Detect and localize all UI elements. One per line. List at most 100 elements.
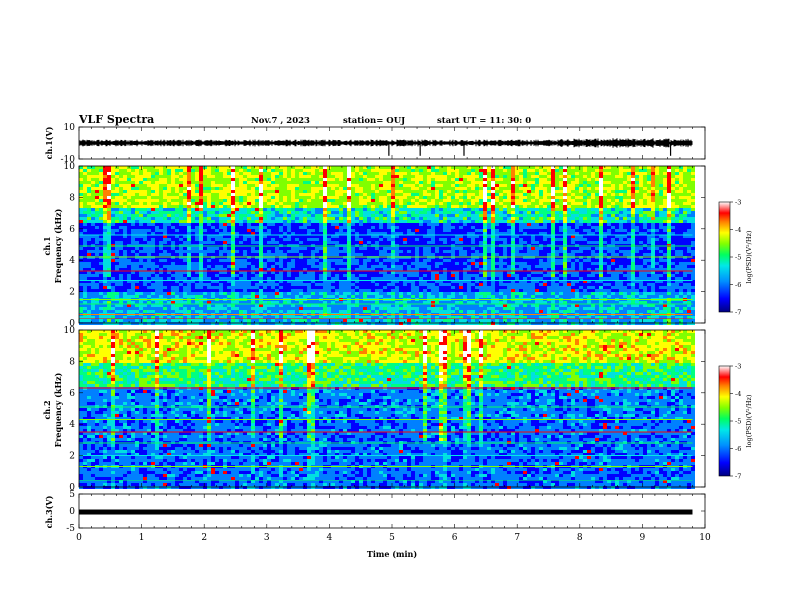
- spectrogram-cell: [79, 223, 83, 226]
- spectrogram-cell: [251, 277, 255, 280]
- spectrogram-cell: [123, 232, 127, 235]
- spectrogram-cell: [167, 202, 171, 205]
- spectrogram-cell: [243, 181, 247, 184]
- spectrogram-cell: [87, 286, 91, 289]
- spectrogram-cell: [175, 286, 179, 289]
- spectrogram-cell: [143, 277, 147, 280]
- spectrogram-cell: [279, 283, 283, 286]
- spectrogram-cell: [143, 283, 147, 286]
- spectrogram-cell: [223, 208, 227, 211]
- spectrogram-cell: [171, 265, 175, 268]
- spectrogram-cell: [127, 247, 131, 250]
- spectrogram-cell: [287, 190, 291, 193]
- spectrogram-cell: [123, 274, 127, 277]
- spectrogram-cell: [219, 229, 223, 232]
- spectrogram-cell: [307, 217, 311, 220]
- spectrogram-cell: [279, 289, 283, 292]
- spectrogram-cell: [111, 319, 115, 322]
- spectrogram-cell: [139, 202, 143, 205]
- spectrogram-cell: [79, 274, 83, 277]
- spectrogram-cell: [143, 247, 147, 250]
- spectrogram-cell: [171, 322, 175, 325]
- spectrogram-cell: [123, 292, 127, 295]
- spectrogram-cell: [279, 274, 283, 277]
- spectrogram-cell: [127, 187, 131, 190]
- spectrogram-cell: [83, 274, 87, 277]
- spectrogram-cell: [295, 295, 299, 298]
- spectrogram-cell: [299, 310, 303, 313]
- spectrogram-cell: [231, 196, 235, 199]
- spectrogram-cell: [127, 181, 131, 184]
- spectrogram-cell: [295, 265, 299, 268]
- spectrogram-cell: [111, 199, 115, 202]
- spectrogram-cell: [103, 232, 107, 235]
- spectrogram-cell: [83, 301, 87, 304]
- spectrogram-cell: [219, 241, 223, 244]
- spectrogram-cell: [275, 220, 279, 223]
- spectrogram-cell: [175, 169, 179, 172]
- spectrogram-cell: [155, 277, 159, 280]
- spectrogram-cell: [271, 187, 275, 190]
- spectrogram-cell: [195, 223, 199, 226]
- spectrogram-cell: [299, 202, 303, 205]
- spectrogram-cell: [151, 232, 155, 235]
- spectrogram-cell: [287, 247, 291, 250]
- spectrogram-cell: [215, 172, 219, 175]
- spectrogram-cell: [171, 283, 175, 286]
- spectrogram-cell: [111, 274, 115, 277]
- spectrogram-cell: [111, 289, 115, 292]
- spectrogram-cell: [207, 322, 211, 325]
- spectrogram-cell: [131, 223, 135, 226]
- spectrogram-cell: [219, 205, 223, 208]
- spectrogram-cell: [279, 301, 283, 304]
- spectrogram-cell: [179, 181, 183, 184]
- spectrogram-cell: [147, 193, 151, 196]
- spectrogram-cell: [215, 259, 219, 262]
- spectrogram-cell: [151, 187, 155, 190]
- spectrogram-cell: [227, 247, 231, 250]
- spectrogram-cell: [303, 223, 307, 226]
- spectrogram-cell: [175, 241, 179, 244]
- spectrogram-cell: [99, 253, 103, 256]
- spectrogram-cell: [211, 322, 215, 325]
- spectrogram-cell: [151, 277, 155, 280]
- spectrogram-cell: [215, 181, 219, 184]
- spectrogram-cell: [119, 199, 123, 202]
- spectrogram-cell: [171, 253, 175, 256]
- spectrogram-cell: [95, 286, 99, 289]
- spectrogram-cell: [127, 202, 131, 205]
- spectrogram-cell: [159, 175, 163, 178]
- spectrogram-cell: [183, 193, 187, 196]
- spectrogram-cell: [179, 259, 183, 262]
- spectrogram-cell: [227, 301, 231, 304]
- spectrogram-cell: [131, 184, 135, 187]
- spectrogram-cell: [203, 187, 207, 190]
- spectrogram-cell: [143, 205, 147, 208]
- spectrogram-cell: [299, 220, 303, 223]
- spectrogram-cell: [255, 193, 259, 196]
- spectrogram-cell: [119, 193, 123, 196]
- spectrogram-cell: [131, 196, 135, 199]
- spectrogram-cell: [147, 226, 151, 229]
- spectrogram-cell: [207, 253, 211, 256]
- spectrogram-cell: [251, 181, 255, 184]
- spectrogram-cell: [91, 310, 95, 313]
- spectrogram-cell: [195, 208, 199, 211]
- spectrogram-cell: [287, 217, 291, 220]
- spectrogram-cell: [191, 220, 195, 223]
- spectrogram-cell: [287, 241, 291, 244]
- spectrogram-cell: [163, 310, 167, 313]
- spectrogram-cell: [115, 322, 119, 325]
- spectrogram-cell: [171, 277, 175, 280]
- spectrogram-cell: [79, 181, 83, 184]
- spectrogram-cell: [123, 250, 127, 253]
- spectrogram-cell: [103, 211, 107, 214]
- spectrogram-cell: [247, 232, 251, 235]
- spectrogram-cell: [267, 217, 271, 220]
- spectrogram-cell: [167, 175, 171, 178]
- spectrogram-cell: [183, 184, 187, 187]
- spectrogram-cell: [303, 247, 307, 250]
- spectrogram-cell: [183, 277, 187, 280]
- spectrogram-cell: [207, 268, 211, 271]
- spectrogram-cell: [291, 277, 295, 280]
